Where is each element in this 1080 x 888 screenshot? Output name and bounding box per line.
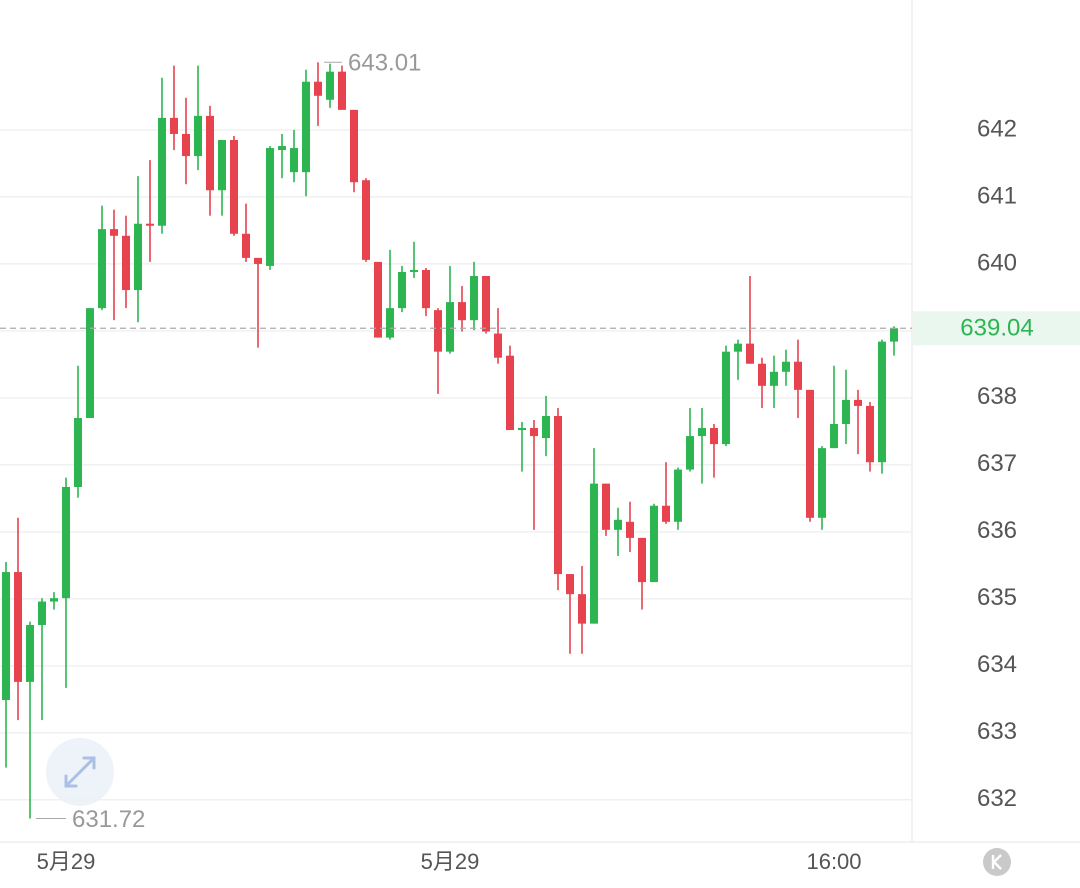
candle-body	[830, 424, 838, 449]
candle-body	[386, 308, 394, 338]
candle-body	[542, 415, 550, 439]
candle-body	[302, 81, 310, 173]
y-tick-label: 638	[977, 383, 1017, 410]
x-tick-label: 5月29	[421, 849, 480, 874]
candle-body	[446, 302, 454, 352]
k-icon[interactable]	[991, 854, 1002, 870]
candle-body	[266, 148, 274, 266]
candle-body	[530, 428, 538, 437]
candle-body	[734, 343, 742, 352]
candle-body	[350, 109, 358, 183]
candle-body	[122, 235, 130, 291]
candle-body	[698, 428, 706, 437]
candle-body	[770, 371, 778, 386]
y-tick-label: 635	[977, 584, 1017, 611]
candle-body	[314, 81, 322, 96]
candle-body	[614, 519, 622, 530]
candle-body	[98, 229, 106, 309]
candle-body	[650, 505, 658, 583]
candle-body	[170, 117, 178, 134]
x-tick-label: 16:00	[806, 849, 861, 874]
candle-body	[146, 223, 154, 226]
candle-body	[62, 486, 70, 599]
candle-body	[242, 233, 250, 258]
candle-body	[26, 624, 34, 682]
low-label: 631.72	[72, 806, 145, 833]
y-tick-label: 641	[977, 182, 1017, 209]
candle-body	[74, 417, 82, 487]
candle-body	[890, 328, 898, 342]
candle-body	[410, 269, 418, 272]
candle-body	[206, 115, 214, 191]
candle-body	[554, 415, 562, 575]
candle-body	[482, 275, 490, 332]
candle-body	[278, 146, 286, 151]
candle-body	[134, 223, 142, 291]
candle-body	[326, 71, 334, 100]
candle-body	[110, 229, 118, 236]
candle-body	[194, 115, 202, 157]
candle-body	[230, 139, 238, 234]
candle-body	[638, 537, 646, 583]
k-button[interactable]	[983, 848, 1011, 876]
expand-icon[interactable]	[64, 756, 96, 788]
candle-body	[422, 269, 430, 309]
y-tick-label: 633	[977, 718, 1017, 745]
candle-body	[470, 275, 478, 321]
candle-body	[86, 308, 94, 418]
y-tick-label: 632	[977, 785, 1017, 812]
candle-body	[854, 399, 862, 406]
candle-body	[782, 361, 790, 372]
candle-body	[50, 598, 58, 602]
candle-body	[374, 261, 382, 338]
candle-body	[566, 574, 574, 595]
candle-body	[602, 483, 610, 530]
y-tick-label: 634	[977, 651, 1017, 678]
candle-body	[398, 271, 406, 309]
x-tick-label: 5月29	[37, 849, 96, 874]
candle-body	[494, 333, 502, 358]
candle-body	[38, 601, 46, 625]
candle-body	[254, 257, 262, 264]
candle-body	[182, 133, 190, 157]
candle-body	[2, 572, 10, 700]
candle-body	[686, 436, 694, 470]
candle-body	[434, 310, 442, 352]
candle-body	[626, 521, 634, 538]
candle-body	[662, 505, 670, 522]
current-price-label: 639.04	[960, 315, 1033, 342]
candle-body	[842, 399, 850, 425]
candle-body	[506, 355, 514, 431]
high-label: 643.01	[348, 50, 421, 77]
candle-body	[578, 594, 586, 624]
candle-body	[674, 469, 682, 522]
y-tick-label: 642	[977, 115, 1017, 142]
candle-body	[794, 361, 802, 390]
candle-body	[866, 405, 874, 463]
candle-body	[290, 148, 298, 173]
candle-body	[518, 428, 526, 431]
y-tick-label: 637	[977, 450, 1017, 477]
candle-body	[758, 363, 766, 386]
y-tick-label: 640	[977, 249, 1017, 276]
candle-body	[590, 483, 598, 624]
candle-body	[14, 572, 22, 682]
y-tick-label: 636	[977, 517, 1017, 544]
expand-button[interactable]	[46, 738, 114, 806]
candle-body	[806, 389, 814, 518]
candle-body	[218, 139, 226, 191]
candle-body	[878, 341, 886, 463]
candle-body	[818, 448, 826, 518]
k-circle[interactable]	[983, 848, 1011, 876]
candle-body	[710, 428, 718, 445]
candle-body	[158, 117, 166, 226]
candle-body	[722, 351, 730, 445]
current-price-bg	[913, 311, 1080, 346]
candle-body	[746, 343, 754, 364]
candle-body	[338, 71, 346, 110]
candle-body	[362, 180, 370, 260]
candle-body	[458, 302, 466, 321]
